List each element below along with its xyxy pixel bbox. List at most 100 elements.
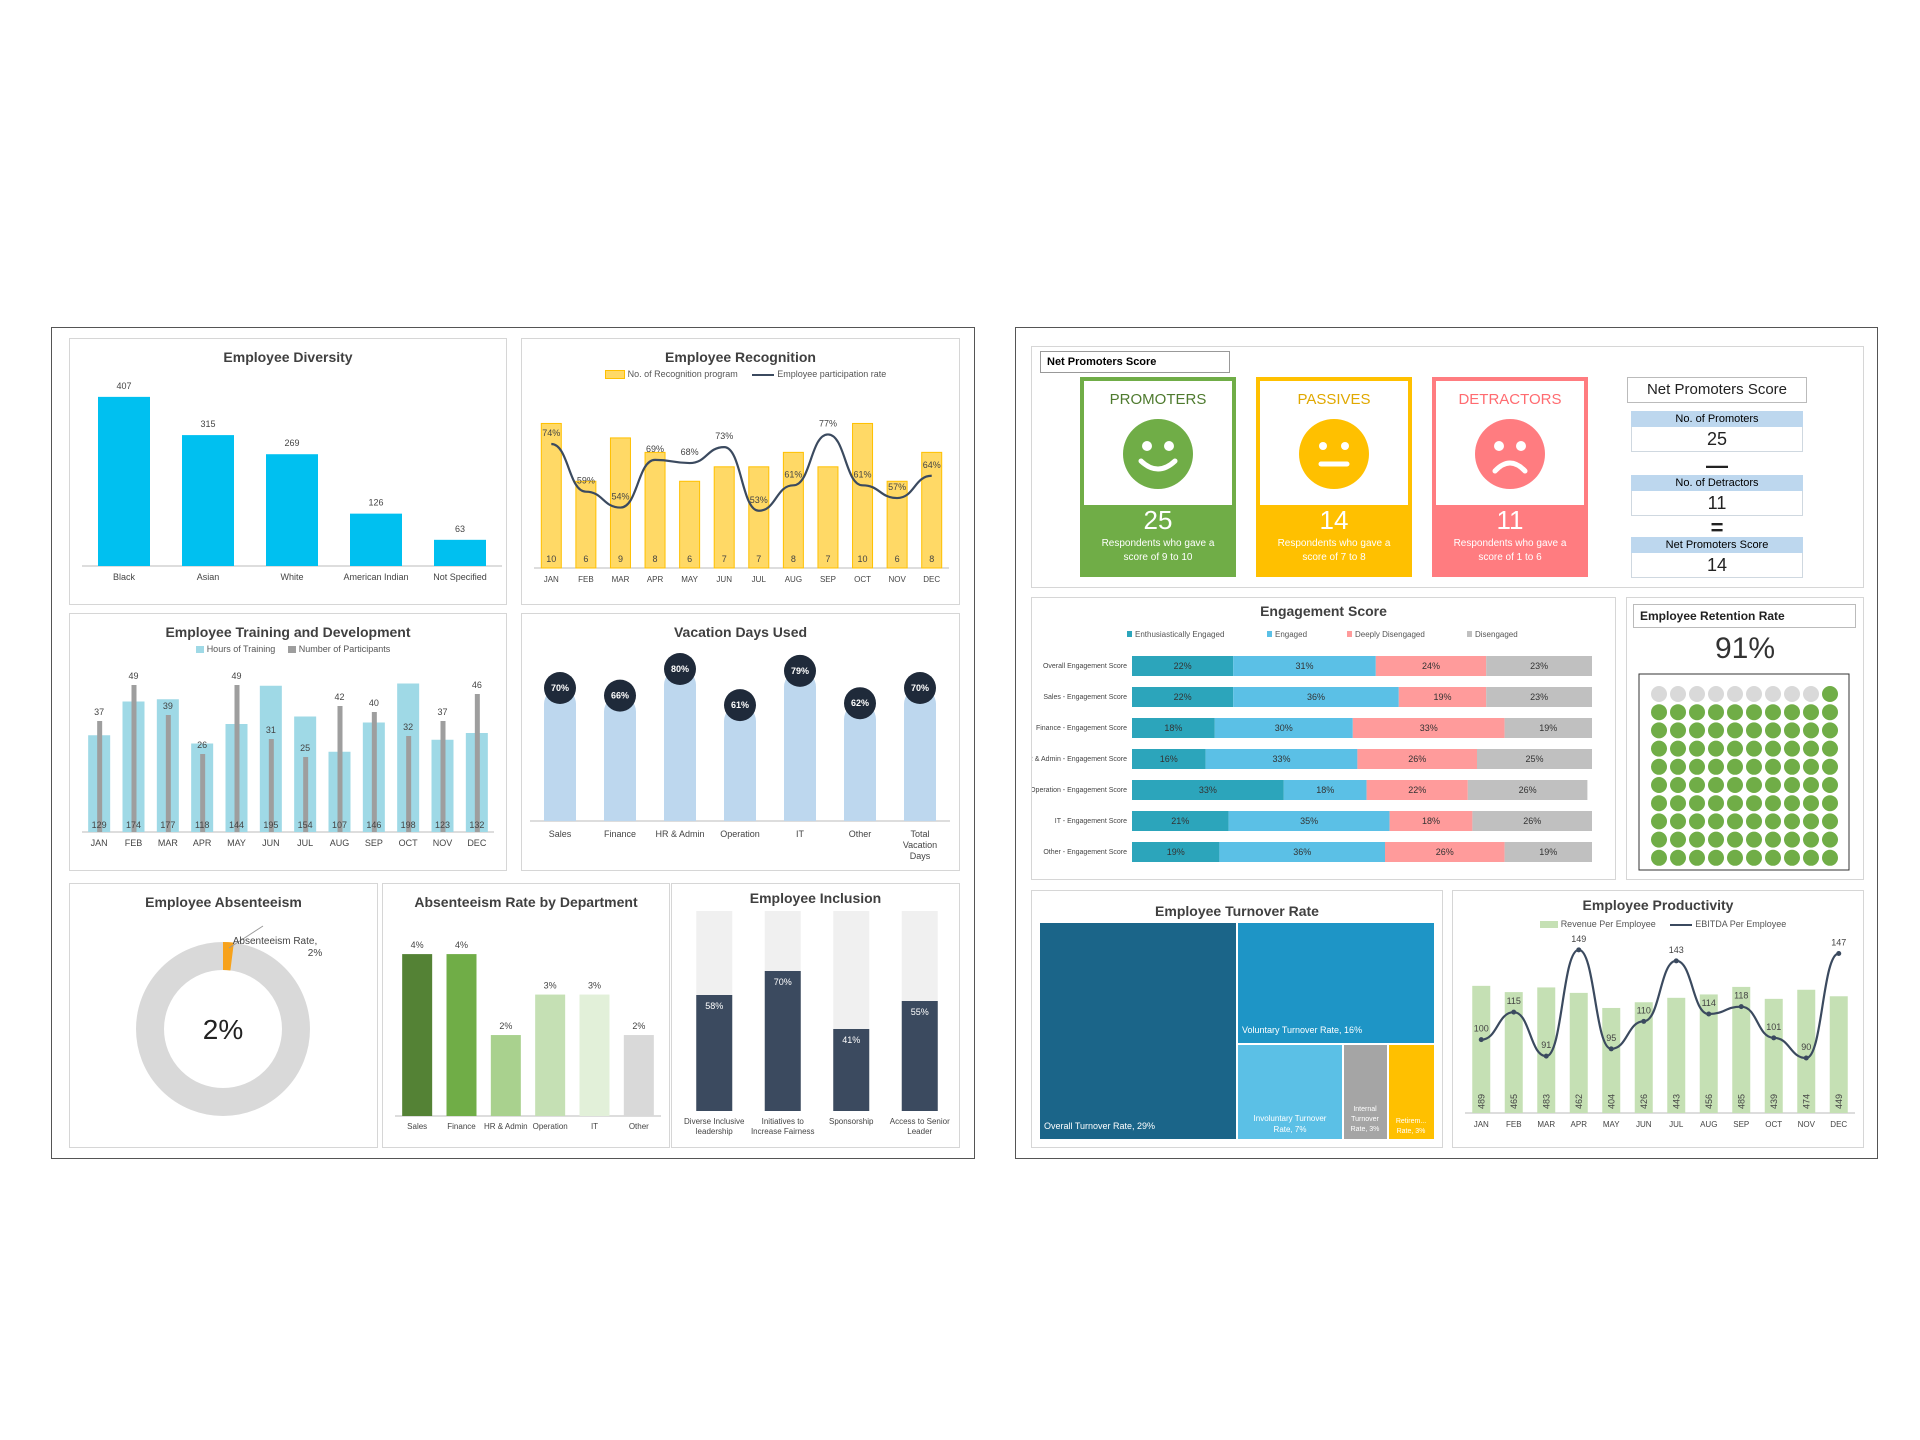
detractors-calc-label: No. of Detractors <box>1631 475 1803 491</box>
retention-dot <box>1670 849 1686 866</box>
retention-dot <box>1651 740 1667 757</box>
detractors-sub: Respondents who gave a score of 1 to 6 <box>1453 538 1567 563</box>
line-label: 110 <box>1637 1005 1651 1015</box>
line-label: 95 <box>1606 1033 1616 1043</box>
line-point <box>1511 1009 1517 1015</box>
legend-revenue-swatch <box>1539 921 1558 929</box>
line-label: 100 <box>1474 1024 1489 1034</box>
callout-value: 2% <box>308 948 323 959</box>
bar-label: 462 <box>1574 1094 1584 1109</box>
participants-bar <box>131 685 137 832</box>
promoters-sub: Respondents who gave a score of 9 to 10 <box>1101 538 1215 563</box>
data-label: 80% <box>671 664 689 674</box>
bar <box>579 994 610 1116</box>
segment <box>1233 687 1399 707</box>
segment-label: 22% <box>1174 661 1192 671</box>
participants-bar <box>234 685 240 832</box>
bar <box>1764 998 1783 1113</box>
tick-label: leadership <box>696 1127 733 1136</box>
line-label: 149 <box>1571 934 1586 944</box>
retention-dot <box>1784 795 1800 812</box>
segment-label: 31% <box>1295 661 1313 671</box>
data-label: 6 <box>583 554 588 564</box>
bar-label: 449 <box>1834 1094 1844 1109</box>
retention-dot <box>1765 704 1781 721</box>
participants-bar <box>406 736 412 832</box>
tick-label: Finance <box>604 829 636 839</box>
retention-dot <box>1708 777 1724 793</box>
retention-dot <box>1670 831 1686 848</box>
line-point <box>1608 1046 1614 1052</box>
retention-dot <box>1670 704 1686 721</box>
participants-label: 46 <box>472 680 482 690</box>
segment <box>1385 842 1505 862</box>
participation-line <box>551 433 932 512</box>
legend-ebitda-swatch <box>1670 923 1693 926</box>
legend-label: Enthusiastically Engaged <box>1135 630 1224 639</box>
bar-body <box>604 711 636 821</box>
recognition-title: Employee Recognition <box>665 349 816 365</box>
retention-dot <box>1765 813 1781 830</box>
tick-label: MAR <box>1537 1120 1555 1129</box>
retention-dot <box>1727 777 1743 793</box>
segment <box>1214 718 1353 738</box>
retention-dot <box>1651 722 1667 739</box>
hours-label: 198 <box>401 820 416 830</box>
participants-label: 37 <box>437 707 447 717</box>
tile-internal <box>1344 1045 1387 1139</box>
data-label: 61% <box>731 700 749 710</box>
bar-label: 426 <box>1639 1094 1649 1109</box>
segment-label: 23% <box>1530 661 1548 671</box>
tick-label: NOV <box>433 838 453 848</box>
bar-label: 443 <box>1671 1094 1681 1109</box>
bar <box>1472 985 1491 1113</box>
data-label: 63 <box>455 524 465 534</box>
value-bubble <box>664 653 696 685</box>
bar <box>490 1035 521 1116</box>
participants-bar <box>165 715 171 832</box>
line-label: 64% <box>923 460 941 470</box>
data-label: 3% <box>588 981 601 991</box>
hours-label: 154 <box>298 820 313 830</box>
segment-label: 23% <box>1530 692 1548 702</box>
data-label: 79% <box>791 666 809 676</box>
bar <box>1537 987 1556 1113</box>
segment-label: 19% <box>1539 847 1557 857</box>
detractors-calc-value: 11 <box>1631 491 1803 516</box>
participants-label: 32 <box>403 722 413 732</box>
bar-body <box>784 686 816 821</box>
legend-participants-swatch <box>287 646 296 654</box>
vacation-chart: 70% Sales 66% Finance 80% HR & Admin 61% Operat… <box>530 653 950 861</box>
retention-dot <box>1689 686 1705 702</box>
neutral-face-icon <box>1299 419 1369 489</box>
tick-label: Other <box>629 1122 649 1131</box>
segment <box>1486 687 1592 707</box>
segment-label: 16% <box>1160 754 1178 764</box>
data-label: 70% <box>551 683 569 693</box>
value-bubble <box>904 672 936 704</box>
hours-label: 118 <box>195 820 209 830</box>
tile-overall <box>1040 923 1236 1139</box>
retention-dot <box>1784 777 1800 793</box>
sad-face-icon <box>1475 419 1545 489</box>
data-label: 315 <box>200 419 215 429</box>
promoters-calc-label: No. of Promoters <box>1631 411 1803 427</box>
engagement-chart: Enthusiastically Engaged Engaged Deeply Di… <box>1032 630 1592 862</box>
tile-label: Overall Turnover Rate, 29% <box>1044 1121 1155 1131</box>
tile-label: Retirem... <box>1396 1118 1426 1125</box>
segment <box>1132 780 1284 800</box>
productivity-legend: Revenue Per Employee EBITDA Per Employee <box>1453 919 1863 929</box>
bar <box>535 994 566 1116</box>
tick-label: FEB <box>578 575 594 584</box>
data-label: 55% <box>911 1007 929 1017</box>
bar-body <box>904 704 936 821</box>
data-label: 70% <box>911 683 929 693</box>
tick-label: Black <box>113 572 136 582</box>
bar <box>901 1001 938 1111</box>
legend-bar-label: No. of Recognition program <box>627 369 738 379</box>
data-label: 7 <box>722 554 727 564</box>
diversity-panel: Employee Diversity 407 Black 315 Asian 269 Wh… <box>69 338 507 605</box>
line-point <box>1641 1018 1647 1024</box>
tile-label: Rate, 3% <box>1351 1126 1380 1133</box>
absenteeism-panel: Employee Absenteeism 2% Absenteeism Rate,… <box>69 883 378 1148</box>
